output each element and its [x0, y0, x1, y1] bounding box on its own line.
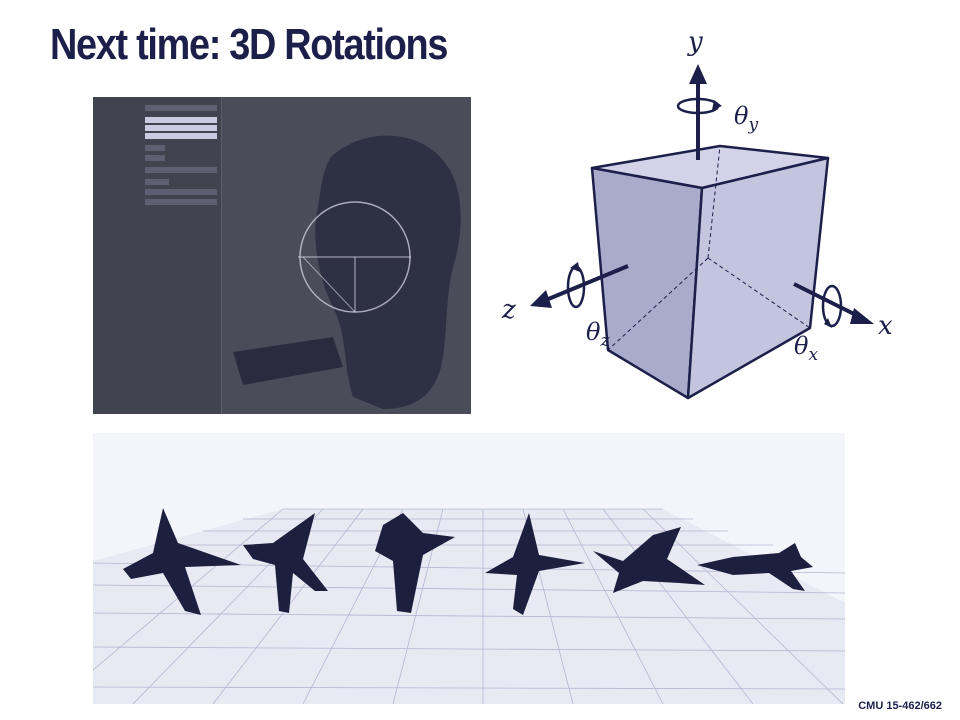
property-row [97, 125, 217, 133]
property-row [97, 199, 217, 207]
axis-arrow-icon [689, 64, 707, 84]
airplane-6 [697, 543, 813, 591]
airplane-3 [375, 513, 455, 613]
course-footer: CMU 15-462/662 [858, 700, 942, 712]
property-row [97, 145, 165, 153]
character-model [315, 135, 461, 410]
axis-label-z: z [501, 295, 516, 325]
airplane-1 [123, 508, 241, 615]
property-row [97, 189, 217, 197]
rotation-label-x: θx [794, 332, 818, 365]
rotation-arrow-icon [821, 284, 843, 328]
property-row [97, 117, 217, 125]
airplane-4 [485, 513, 585, 615]
airplane-5 [593, 527, 705, 593]
rotation-diagram: y θy z θz x θx [501, 28, 893, 400]
viewport[interactable] [93, 97, 471, 414]
property-row [97, 179, 169, 187]
properties-panel [93, 97, 222, 414]
rotation-label-y: θy [734, 102, 758, 135]
cube-front-face [590, 166, 704, 400]
airplane-rotation-render [93, 433, 845, 704]
airplane-2 [243, 513, 328, 613]
cube-right-face [686, 156, 830, 400]
axis-label-y: y [687, 28, 703, 57]
property-row [97, 155, 165, 163]
axis-arrow-icon [850, 308, 874, 324]
rotation-label-z: θz [586, 318, 610, 351]
editor-screenshot [93, 97, 471, 414]
axis-arrow-icon [530, 290, 552, 308]
axis-label-x: x [878, 311, 893, 341]
slide-title: Next time: 3D Rotations [50, 20, 448, 69]
property-row [97, 167, 217, 175]
property-row [97, 133, 217, 141]
arm-model [233, 337, 343, 385]
property-row [97, 105, 217, 113]
